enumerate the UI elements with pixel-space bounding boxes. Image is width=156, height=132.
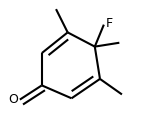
- Text: F: F: [105, 17, 113, 30]
- Text: O: O: [8, 93, 18, 106]
